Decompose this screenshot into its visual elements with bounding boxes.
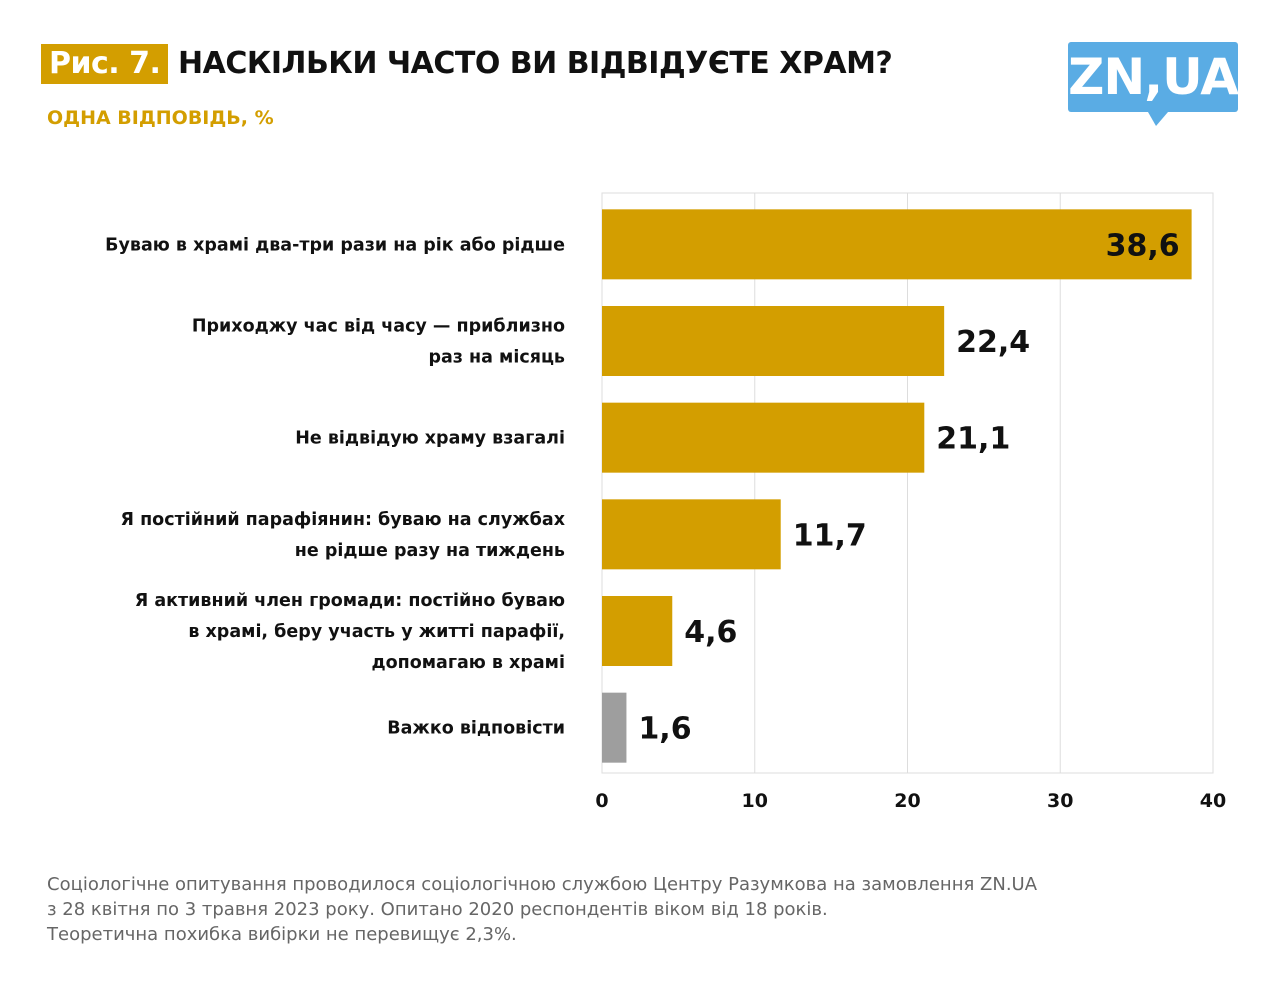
footnote-line: з 28 квітня по 3 травня 2023 року. Опита… [47,899,828,920]
x-tick-label: 40 [1200,790,1226,812]
chart-subtitle: ОДНА ВІДПОВІДЬ, % [47,107,274,129]
value-label: 21,1 [936,422,1010,457]
value-label: 22,4 [956,325,1030,360]
x-tick-label: 0 [595,790,608,812]
bar [602,692,627,763]
bar-chart: 0 10 20 30 40 38,6 Буваю в храмі два-три рази … [105,192,1226,812]
category-label: в храмі, беру участь у житті парафії, [188,622,565,642]
footnote: Соціологічне опитування проводилося соці… [47,872,1037,947]
category-label: Я постійний парафіянин: буваю на службах [121,510,566,530]
value-label: 4,6 [684,615,737,650]
chart-title: НАСКІЛЬКИ ЧАСТО ВИ ВІДВІДУЄТЕ ХРАМ? [178,46,893,81]
footnote-line: Теоретична похибка вибірки не перевищує … [47,924,517,945]
category-label: Я активний член громади: постійно буваю [135,591,565,611]
value-label: 11,7 [793,518,867,553]
bar [602,402,925,473]
category-label: не рідше разу на тиждень [295,541,565,561]
category-label: допомагаю в храмі [371,653,565,673]
bar [602,499,781,570]
value-label: 1,6 [638,712,691,747]
category-label: Не відвідую храму взагалі [295,429,565,449]
bar [602,209,1192,280]
category-label: Важко відповісти [387,719,565,739]
x-tick-label: 10 [742,790,768,812]
value-label: 38,6 [1106,228,1180,263]
category-label: раз на місяць [428,348,565,368]
bar [602,596,673,666]
bar [602,306,945,376]
figure-label: Рис. 7. [41,44,169,84]
category-label: Приходжу час від часу — приблизно [192,317,565,337]
x-tick-label: 30 [1047,790,1073,812]
category-label: Буваю в храмі два-три рази на рік або рі… [105,235,565,255]
zn-ua-logo: ZN,UA [1068,42,1239,126]
logo-text: ZN,UA [1068,48,1239,106]
x-tick-label: 20 [894,790,920,812]
footnote-line: Соціологічне опитування проводилося соці… [47,874,1038,895]
